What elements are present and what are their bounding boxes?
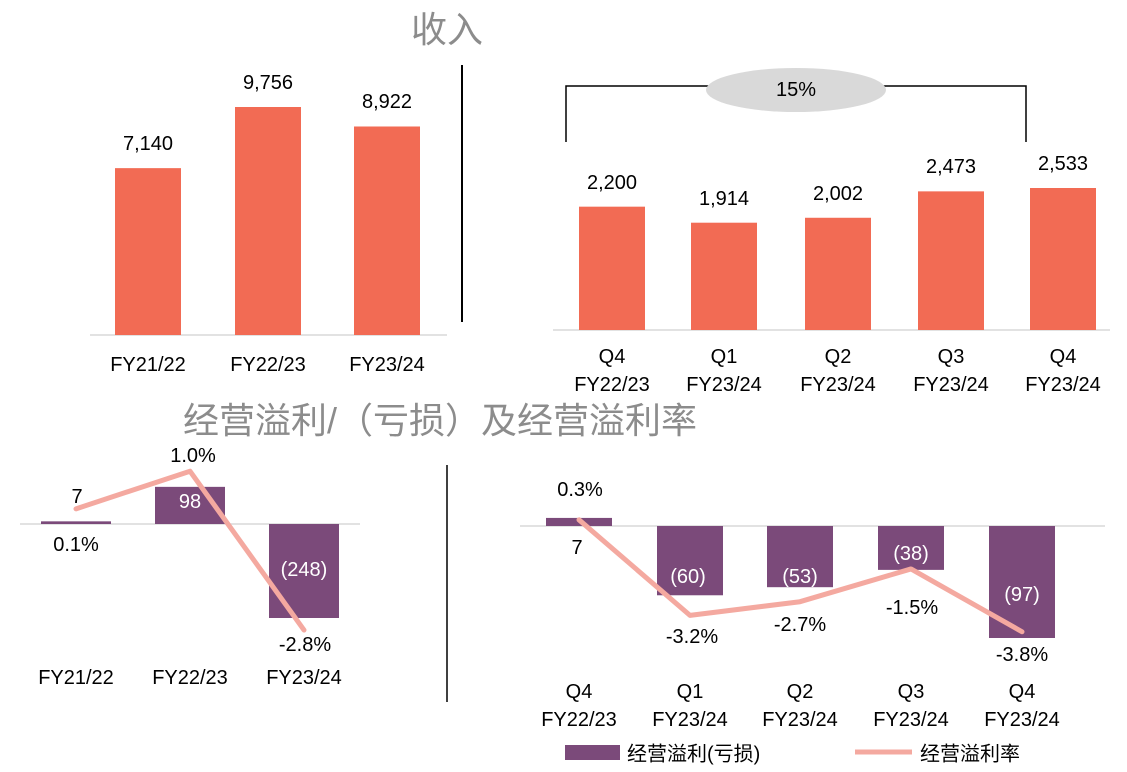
data-label: 9,756 — [242, 72, 294, 94]
heading: 经营溢利/（亏损）及经营溢利率 — [182, 400, 698, 441]
legend-label: 经营溢利(亏损) — [627, 743, 761, 766]
bar — [805, 217, 871, 330]
x-tick-label: FY23/24 — [349, 354, 425, 376]
data-label: 2,473 — [925, 156, 977, 179]
annotation: 15% — [775, 79, 817, 101]
bar — [354, 126, 420, 335]
x-tick-label: Q2 FY23/24 — [762, 681, 838, 731]
x-tick-label: FY21/22 — [110, 354, 186, 376]
data-label: 98 — [178, 491, 202, 513]
x-tick-label: Q4 FY23/24 — [1025, 346, 1101, 396]
x-tick-label: FY22/23 — [152, 667, 228, 689]
bar — [115, 168, 181, 335]
x-tick-label: Q3 FY23/24 — [913, 346, 989, 396]
x-tick-label: FY23/24 — [266, 667, 342, 689]
line-label: -1.5% — [885, 597, 939, 619]
x-tick-label: Q4 FY22/23 — [541, 681, 617, 731]
annotation-bubble — [706, 68, 886, 112]
data-label: 2,200 — [586, 171, 638, 194]
data-label: (97) — [1004, 584, 1040, 606]
bar — [1030, 188, 1096, 330]
x-tick-label: Q4 FY22/23 — [574, 346, 650, 396]
line-label: -2.8% — [278, 634, 332, 656]
bar — [579, 206, 645, 330]
bar — [691, 222, 757, 330]
bar — [657, 526, 723, 596]
line-label: -3.2% — [665, 626, 719, 648]
line — [576, 517, 1025, 635]
data-label: 8,922 — [361, 91, 413, 114]
bar — [41, 521, 111, 524]
data-label: 7,140 — [122, 133, 174, 156]
data-label: 1,914 — [698, 187, 750, 210]
bar — [767, 526, 833, 588]
line-label: -2.7% — [773, 614, 827, 636]
line-label: 0.3% — [557, 479, 603, 501]
bar — [269, 524, 339, 618]
heading: 收入 — [410, 9, 484, 50]
bar — [878, 526, 944, 570]
line-label: 0.1% — [53, 534, 99, 556]
x-tick-label: Q2 FY23/24 — [800, 346, 876, 396]
bar — [235, 107, 301, 335]
data-label: (60) — [670, 566, 706, 588]
data-label: 2,002 — [812, 182, 864, 205]
data-label: (53) — [782, 566, 818, 588]
data-label: 7 — [71, 486, 83, 508]
data-label: 2,533 — [1037, 153, 1089, 175]
bar — [918, 191, 984, 330]
line-label: 1.0% — [170, 445, 216, 467]
x-tick-label: FY21/22 — [38, 667, 114, 689]
x-tick-label: Q1 FY23/24 — [686, 346, 762, 396]
line — [73, 468, 307, 633]
x-tick-label: Q1 FY23/24 — [652, 681, 728, 731]
x-tick-label: Q4 FY23/24 — [984, 681, 1060, 731]
legend-label: 经营溢利率 — [920, 743, 1020, 766]
data-label: 7 — [571, 537, 583, 559]
x-tick-label: Q3 FY23/24 — [873, 681, 949, 731]
data-label: (248) — [280, 559, 328, 581]
x-tick-label: FY22/23 — [230, 354, 306, 376]
data-label: (38) — [893, 543, 929, 565]
legend-swatch — [565, 745, 620, 760]
line-label: -3.8% — [995, 644, 1049, 666]
